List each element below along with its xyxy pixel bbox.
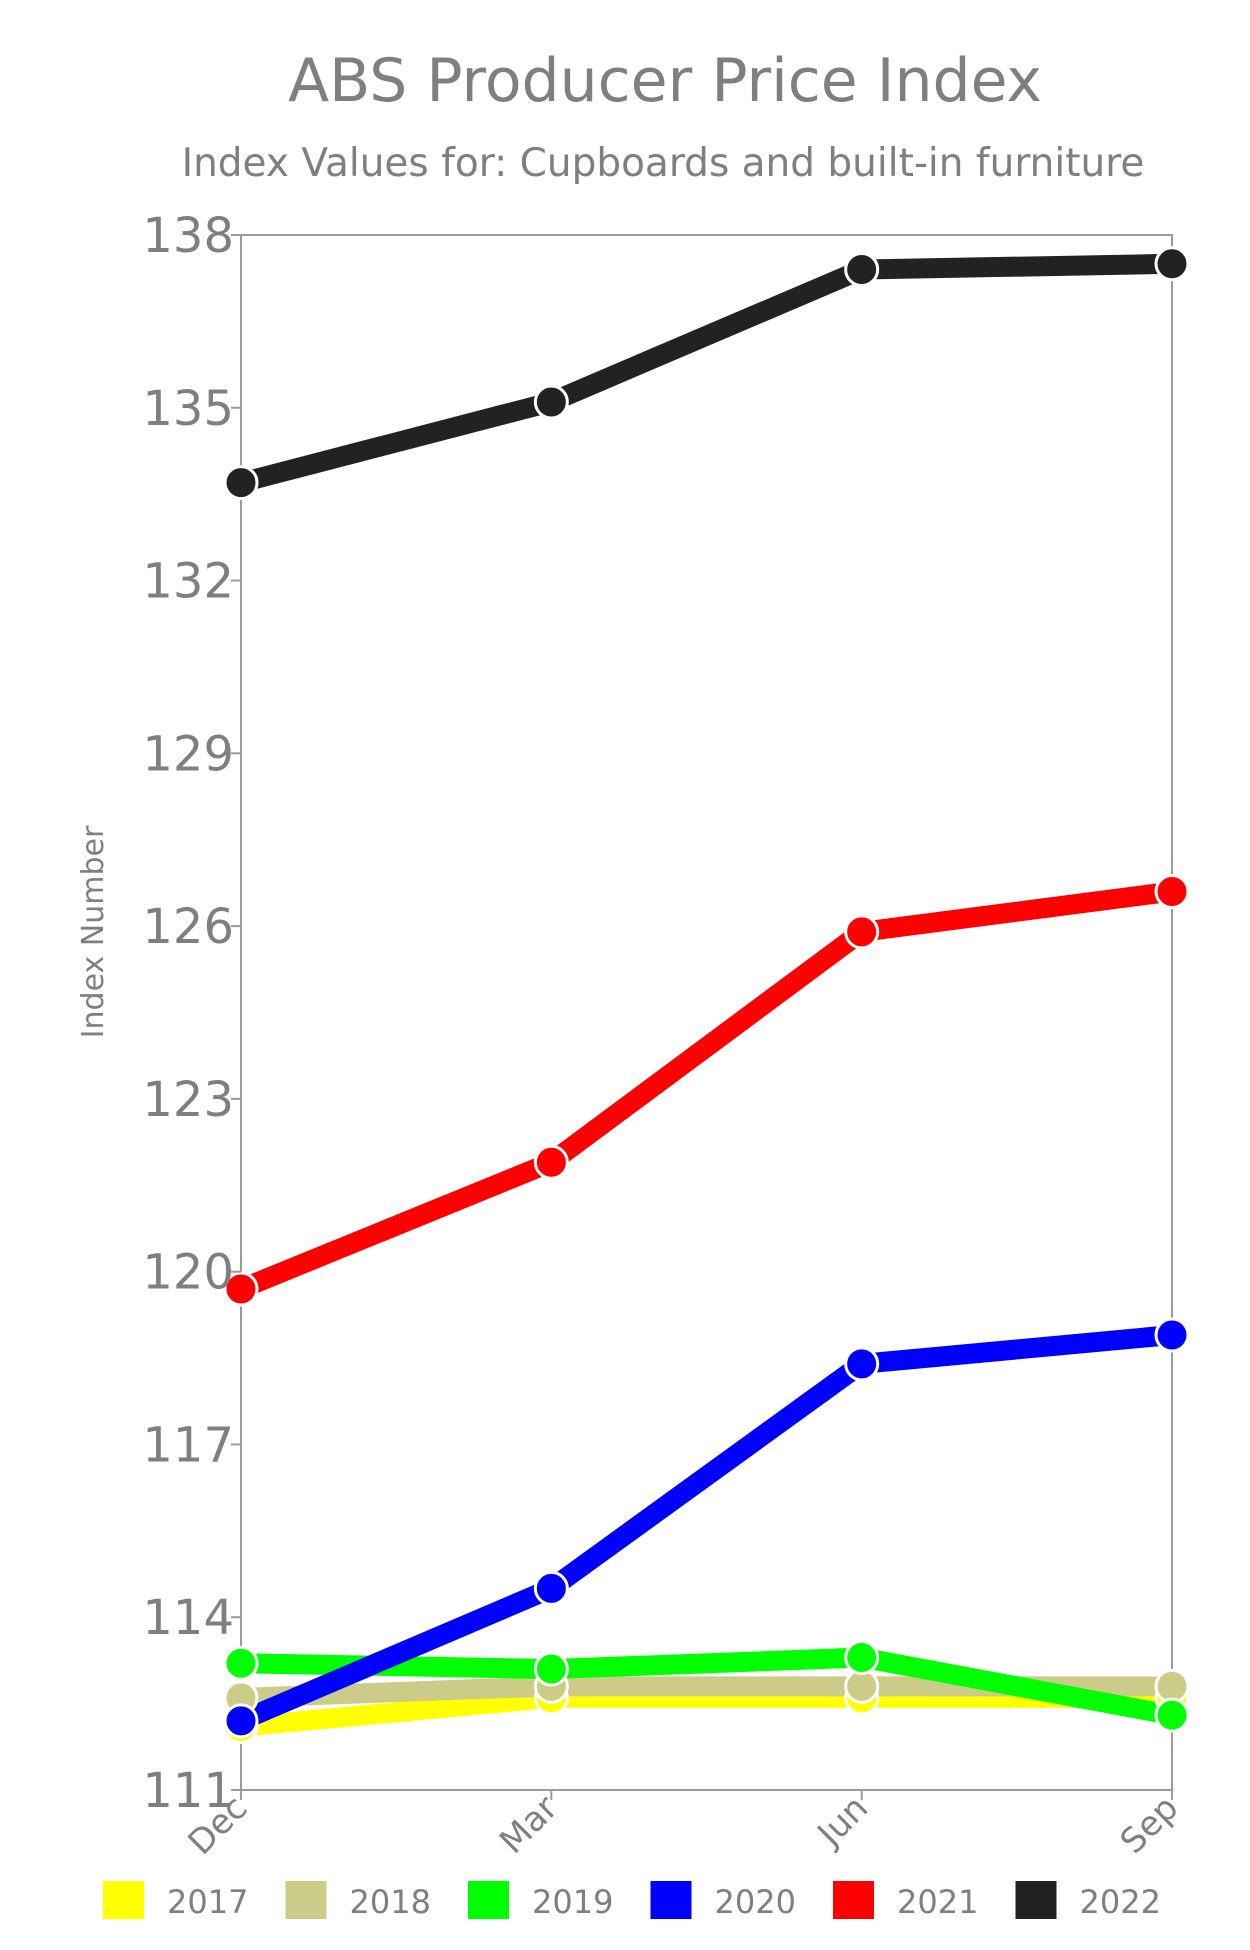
- y-tick-label: 114: [142, 1590, 234, 1646]
- data-point-2020: [1154, 1317, 1190, 1353]
- data-point-2022: [533, 384, 569, 420]
- y-tick-label: 117: [142, 1417, 234, 1473]
- legend: 2017 2018 2019 2020 2021 2022: [103, 1881, 1161, 1921]
- data-point-2021: [1154, 874, 1190, 910]
- legend-swatch: [1015, 1881, 1057, 1919]
- y-tick-label: 111: [142, 1763, 234, 1819]
- y-tick-label: 138: [142, 208, 234, 264]
- data-point-2020: [844, 1346, 880, 1382]
- x-tick-label: Jun: [809, 1788, 876, 1855]
- data-point-2022: [844, 252, 880, 288]
- data-point-2021: [844, 914, 880, 950]
- data-point-2019: [844, 1640, 880, 1676]
- data-point-2020: [223, 1703, 259, 1739]
- y-tick-label: 129: [142, 726, 234, 782]
- series-line-2021: [231, 881, 1182, 1299]
- axes: [240, 234, 1173, 1791]
- data-point-2018: [1154, 1668, 1190, 1704]
- data-point-2019: [533, 1651, 569, 1687]
- x-tick-label: Sep: [1113, 1788, 1187, 1862]
- legend-swatch: [833, 1881, 874, 1919]
- series-points: [223, 246, 1190, 1745]
- data-point-2022: [223, 465, 259, 501]
- legend-label: 2021: [897, 1883, 978, 1921]
- y-tick-label: 120: [142, 1245, 234, 1301]
- y-tick-labels: 111 114 117 120 123 126 129 132 135 138: [142, 208, 241, 1819]
- legend-swatch: [285, 1881, 327, 1919]
- legend-item-2021[interactable]: 2021: [833, 1881, 978, 1921]
- chart-title: ABS Producer Price Index: [288, 46, 1042, 116]
- series-line-2017: [231, 1687, 1182, 1737]
- legend-swatch: [103, 1881, 144, 1919]
- data-point-2021: [533, 1144, 569, 1180]
- data-point-2019: [1154, 1697, 1190, 1733]
- x-tick-labels: Dec Mar Jun Sep: [181, 1788, 1187, 1863]
- series-line-2022: [231, 253, 1182, 493]
- y-axis-label: Index Number: [76, 825, 111, 1038]
- chart-subtitle: Index Values for: Cupboards and built-in…: [182, 141, 1145, 186]
- legend-label: 2017: [167, 1883, 248, 1921]
- data-point-2019: [223, 1645, 259, 1681]
- legend-item-2022[interactable]: 2022: [1015, 1881, 1161, 1921]
- legend-label: 2022: [1080, 1883, 1161, 1921]
- y-tick-label: 123: [142, 1072, 234, 1128]
- legend-item-2018[interactable]: 2018: [285, 1881, 431, 1921]
- legend-label: 2019: [532, 1883, 613, 1921]
- data-point-2020: [533, 1570, 569, 1606]
- y-tick-label: 132: [142, 554, 234, 610]
- legend-item-2020[interactable]: 2020: [650, 1881, 796, 1921]
- series-line-2019: [231, 1647, 1182, 1726]
- legend-label: 2020: [715, 1883, 796, 1921]
- legend-item-2019[interactable]: 2019: [468, 1881, 613, 1921]
- data-point-2018: [844, 1668, 880, 1704]
- legend-swatch: [650, 1881, 692, 1919]
- legend-item-2017[interactable]: 2017: [103, 1881, 248, 1921]
- y-tick-label: 126: [142, 899, 234, 955]
- series-line-2020: [231, 1325, 1182, 1731]
- x-tick-label: Mar: [492, 1788, 566, 1862]
- legend-label: 2018: [350, 1883, 431, 1921]
- data-point-2021: [223, 1271, 259, 1307]
- plot-frame: [240, 234, 1173, 1791]
- data-point-2022: [1154, 246, 1190, 282]
- series-lines: [231, 253, 1182, 1737]
- y-tick-label: 135: [142, 381, 234, 437]
- legend-swatch: [468, 1881, 509, 1919]
